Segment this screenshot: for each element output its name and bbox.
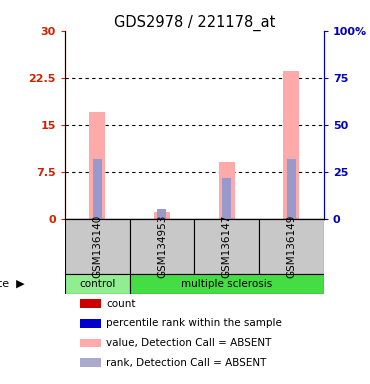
- Bar: [65, 274, 130, 294]
- Text: percentile rank within the sample: percentile rank within the sample: [106, 318, 282, 328]
- Bar: [80, 339, 101, 347]
- Text: rank, Detection Call = ABSENT: rank, Detection Call = ABSENT: [106, 358, 266, 367]
- Bar: [130, 219, 194, 274]
- Bar: [80, 319, 101, 328]
- Text: control: control: [79, 279, 115, 289]
- Bar: [287, 159, 296, 219]
- Text: value, Detection Call = ABSENT: value, Detection Call = ABSENT: [106, 338, 272, 348]
- Text: disease state  ▶: disease state ▶: [0, 279, 25, 289]
- Title: GDS2978 / 221178_at: GDS2978 / 221178_at: [114, 15, 275, 31]
- Bar: [154, 212, 170, 219]
- Text: count: count: [106, 299, 136, 309]
- Text: GSM134953: GSM134953: [157, 215, 167, 278]
- Bar: [65, 219, 130, 274]
- Bar: [283, 71, 299, 219]
- Bar: [219, 162, 235, 219]
- Text: GSM136147: GSM136147: [222, 215, 232, 278]
- Text: multiple sclerosis: multiple sclerosis: [181, 279, 272, 289]
- Text: GSM136149: GSM136149: [286, 215, 296, 278]
- Bar: [130, 274, 324, 294]
- Bar: [194, 219, 259, 274]
- Bar: [92, 159, 102, 219]
- Text: GSM136140: GSM136140: [92, 215, 102, 278]
- Bar: [89, 112, 105, 219]
- Bar: [80, 300, 101, 308]
- Bar: [259, 219, 324, 274]
- Bar: [80, 358, 101, 367]
- Bar: [222, 178, 231, 219]
- Bar: [157, 209, 166, 219]
